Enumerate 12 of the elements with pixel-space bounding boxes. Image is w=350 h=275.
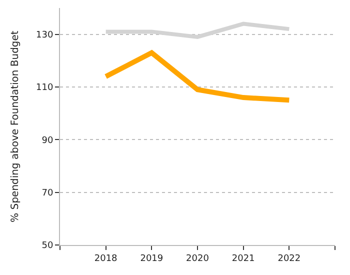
x-tick-label: 2019: [140, 254, 164, 264]
y-tick-label: 110: [36, 83, 54, 94]
y-tick-label: 90: [42, 136, 54, 146]
y-tick-label: 130: [36, 30, 54, 40]
x-tick-label: 2020: [186, 254, 210, 264]
y-tick-label: 70: [42, 188, 54, 198]
y-axis-title: % Spending above Foundation Budget: [10, 30, 22, 222]
line-series: [104, 22, 292, 39]
x-tick-label: 2021: [232, 254, 255, 264]
x-tick-label: 2018: [94, 254, 118, 264]
y-tick-label: 50: [42, 241, 54, 252]
x-tick-label: 2022: [278, 254, 301, 264]
